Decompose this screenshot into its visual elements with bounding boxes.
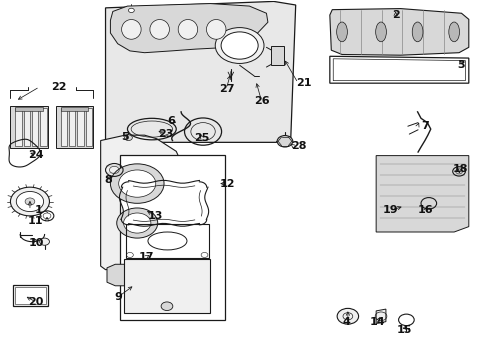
Bar (13, 285, 48, 306)
Bar (77, 108, 83, 146)
Text: 2: 2 (391, 10, 399, 20)
Polygon shape (107, 264, 163, 286)
Text: 24: 24 (28, 150, 43, 160)
Ellipse shape (448, 22, 459, 42)
Text: 28: 28 (291, 141, 306, 151)
Text: 13: 13 (147, 211, 163, 221)
Ellipse shape (178, 19, 197, 39)
Text: 8: 8 (104, 175, 112, 185)
Circle shape (129, 271, 141, 279)
Polygon shape (105, 1, 295, 142)
Polygon shape (10, 107, 48, 148)
Text: 17: 17 (138, 252, 153, 262)
Bar (61, 108, 67, 146)
Bar (85, 108, 92, 146)
Circle shape (336, 309, 358, 324)
Circle shape (10, 187, 49, 216)
Text: 4: 4 (342, 317, 350, 327)
Polygon shape (375, 309, 385, 323)
Text: 14: 14 (369, 317, 385, 327)
Circle shape (128, 8, 134, 13)
Circle shape (124, 135, 132, 140)
Ellipse shape (336, 22, 346, 42)
Polygon shape (101, 135, 181, 270)
Circle shape (16, 192, 43, 212)
Text: 9: 9 (115, 292, 122, 302)
Circle shape (221, 32, 258, 59)
Circle shape (277, 135, 292, 147)
Circle shape (117, 208, 158, 238)
Polygon shape (329, 9, 468, 55)
Circle shape (25, 198, 35, 205)
Text: 6: 6 (167, 116, 175, 126)
Bar (15, 108, 21, 146)
Bar (126, 224, 208, 258)
Polygon shape (110, 4, 267, 53)
Text: 21: 21 (296, 78, 311, 88)
Text: 11: 11 (28, 216, 43, 226)
Ellipse shape (206, 19, 225, 39)
Text: 1: 1 (35, 206, 42, 216)
Ellipse shape (150, 19, 169, 39)
Polygon shape (375, 156, 468, 232)
Bar (23, 108, 30, 146)
Polygon shape (56, 107, 93, 148)
Bar (61, 107, 88, 111)
Text: 15: 15 (396, 325, 411, 335)
Polygon shape (123, 259, 210, 313)
Bar (69, 108, 75, 146)
Text: 27: 27 (218, 84, 234, 94)
Circle shape (161, 302, 172, 311)
Circle shape (124, 267, 146, 283)
Text: 3: 3 (457, 60, 465, 70)
Text: 12: 12 (219, 179, 235, 189)
Circle shape (119, 170, 156, 197)
Circle shape (40, 238, 49, 245)
Text: 18: 18 (451, 164, 467, 174)
Text: 26: 26 (253, 96, 269, 106)
Text: 10: 10 (29, 238, 44, 248)
Text: 25: 25 (194, 133, 209, 143)
Circle shape (215, 28, 264, 63)
Text: 20: 20 (28, 297, 43, 307)
Text: 19: 19 (382, 206, 398, 216)
Polygon shape (271, 45, 283, 65)
Bar (15, 287, 45, 305)
Bar (15, 107, 43, 111)
Circle shape (123, 213, 151, 233)
Text: 23: 23 (158, 129, 173, 139)
Text: 5: 5 (121, 132, 128, 142)
Text: 7: 7 (420, 121, 428, 131)
Text: 16: 16 (417, 206, 432, 216)
Ellipse shape (375, 22, 386, 42)
Bar (120, 155, 224, 320)
Circle shape (110, 164, 163, 203)
Bar (40, 108, 46, 146)
Text: 22: 22 (51, 82, 67, 92)
Ellipse shape (411, 22, 422, 42)
Ellipse shape (122, 19, 141, 39)
Bar (32, 108, 38, 146)
